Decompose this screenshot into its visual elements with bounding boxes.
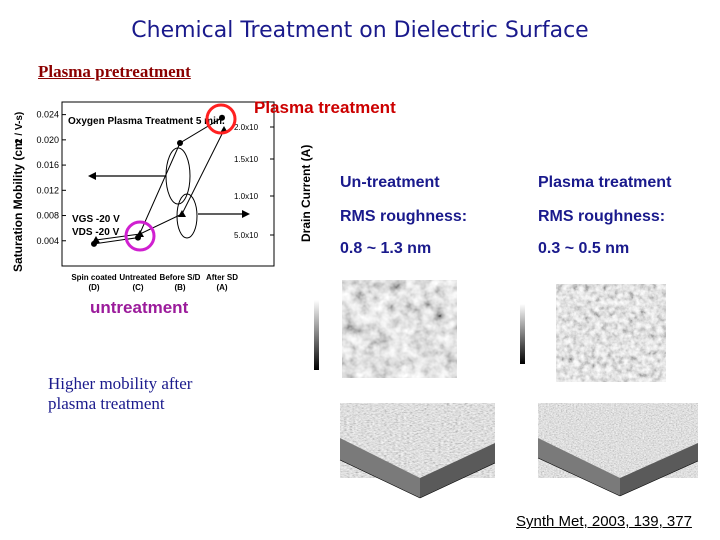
chart-annotation: Oxygen Plasma Treatment 5 min. [68, 116, 225, 127]
citation-link[interactable]: Synth Met, 2003, 139, 377 [516, 513, 692, 530]
y-axis-label-left-unit: 2 / V-s) [14, 112, 25, 144]
left-tick-label: 0.008 [36, 211, 59, 221]
right-tick-label: 5.0x10 [234, 231, 259, 240]
axis-x [537, 457, 621, 497]
afm-2d-plasma-image [520, 284, 666, 382]
afm-2d-untreated-image [314, 280, 457, 378]
right-tick-label: 1.5x10 [234, 155, 259, 164]
surface-front-left [538, 438, 620, 496]
category-sub-label: (A) [216, 283, 227, 292]
ellipse-after [176, 193, 198, 239]
rms-value-plasma: 0.3 ~ 0.5 nm [538, 240, 630, 257]
y-axis-label-left: Saturation Mobility (cm [11, 139, 25, 272]
arrow-left-head [88, 172, 96, 180]
plasma-treatment-label: Plasma treatment [254, 98, 396, 117]
left-tick-label: 0.012 [36, 185, 59, 195]
condition-vds: VDS -20 V [72, 227, 120, 238]
plasma-header: Plasma treatment [538, 174, 672, 191]
arrow-right-head [242, 210, 250, 218]
untreated-highlight-circle [124, 220, 156, 252]
ellipse-before [165, 147, 191, 205]
y-axis-label-right: Drain Current (A) [299, 145, 313, 242]
color-scale-bar [520, 304, 525, 364]
right-tick-label: 2.0x10 [234, 123, 259, 132]
color-scale-bar [314, 300, 319, 370]
mobility-point [177, 140, 183, 146]
category-sub-label: (C) [132, 283, 143, 292]
axis-y [419, 462, 496, 499]
left-tick-label: 0.004 [36, 236, 59, 246]
afm-3d-plasma-image [537, 403, 699, 497]
current-series-line [95, 129, 225, 241]
surface-front-right [620, 443, 698, 496]
untreatment-header: Un-treatment [340, 174, 440, 191]
category-sub-label: (D) [88, 283, 99, 292]
plasma-highlight-circle [205, 103, 237, 135]
axis-x [339, 459, 421, 499]
rms-value-untreated: 0.8 ~ 1.3 nm [340, 240, 432, 257]
plot-frame [61, 101, 275, 267]
afm-texture [556, 284, 666, 382]
current-point [178, 210, 186, 217]
left-tick-label: 0.020 [36, 135, 59, 145]
mobility-series-line [93, 117, 223, 245]
untreatment-label: untreatment [90, 298, 189, 317]
conclusion-line-2: plasma treatment [48, 394, 165, 413]
conclusion-line-1: Higher mobility after [48, 374, 193, 393]
afm-3d-untreated-image [339, 403, 496, 499]
mobility-chart: Saturation Mobility (cm 2 / V-s) Drain C… [11, 101, 313, 292]
axis-y [619, 460, 699, 497]
category-sub-label: (B) [174, 283, 185, 292]
slide-title: Chemical Treatment on Dielectric Surface [131, 18, 589, 43]
rms-label-plasma: RMS roughness: [538, 208, 666, 225]
category-label: Untreated [119, 273, 156, 282]
surface-top [538, 403, 698, 478]
left-tick-label: 0.024 [36, 110, 59, 120]
current-point [92, 236, 100, 243]
left-tick-label: 0.016 [36, 160, 59, 170]
category-label: After SD [206, 273, 238, 282]
category-label: Spin coated [71, 273, 116, 282]
mobility-point [219, 114, 225, 121]
condition-vgs: VGS -20 V [72, 214, 120, 225]
rms-label-untreated: RMS roughness: [340, 208, 468, 225]
conclusion-text: Higher mobility after plasma treatment [48, 374, 192, 414]
surface-top [340, 403, 495, 478]
surface-front-left [340, 438, 420, 498]
afm-texture [342, 280, 457, 378]
category-label: Before S/D [160, 273, 201, 282]
right-tick-label: 1.0x10 [234, 192, 259, 201]
section-subtitle: Plasma pretreatment [38, 62, 191, 81]
current-point [136, 230, 144, 237]
surface-front-right [420, 443, 495, 498]
